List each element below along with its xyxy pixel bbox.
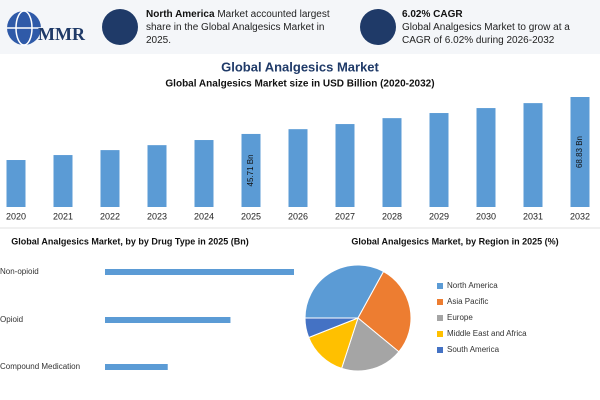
legend-swatch <box>437 299 443 305</box>
bar <box>194 140 214 207</box>
bar <box>241 133 261 207</box>
x-tick-label: 2020 <box>6 211 26 221</box>
bar <box>382 118 402 207</box>
category-label: Compound Medication <box>0 362 80 371</box>
bar <box>570 97 590 207</box>
bar <box>105 364 168 370</box>
legend-label: Middle East and Africa <box>447 329 527 338</box>
logo-text: MMR <box>38 24 85 44</box>
x-tick-label: 2030 <box>476 211 496 221</box>
bar <box>6 160 26 207</box>
chart-title: Global Analgesics Market, by by Drug Typ… <box>11 236 249 246</box>
x-tick-label: 2027 <box>335 211 355 221</box>
x-tick-label: 2025 <box>241 211 261 221</box>
info-icon <box>102 9 138 45</box>
bar <box>100 150 120 207</box>
logo-globe <box>7 10 41 46</box>
chart-title: Global Analgesics Market size in USD Bil… <box>165 79 434 90</box>
x-tick-label: 2031 <box>523 211 543 221</box>
pie-slice <box>304 317 359 339</box>
value-label: 68.83 Bn <box>575 136 584 168</box>
pie-slice <box>340 317 400 372</box>
logo: MMR <box>4 6 100 50</box>
bar <box>288 129 308 207</box>
legend-swatch <box>437 315 443 321</box>
bar <box>523 103 543 207</box>
x-tick-label: 2022 <box>100 211 120 221</box>
pie-slice <box>357 270 412 353</box>
legend-swatch <box>437 331 443 337</box>
page-title: Global Analgesics Market <box>221 59 379 74</box>
info-box: North America Market accounted largest s… <box>146 8 346 47</box>
x-tick-label: 2032 <box>570 211 590 221</box>
x-tick-label: 2023 <box>147 211 167 221</box>
pie-slice <box>304 264 385 319</box>
legend-label: Europe <box>447 313 473 322</box>
bar <box>53 155 73 207</box>
legend-swatch <box>437 283 443 289</box>
bar <box>476 108 496 207</box>
x-tick-label: 2024 <box>194 211 214 221</box>
info-bold: 6.02% CAGR <box>402 9 463 20</box>
info-box: 6.02% CAGR Global Analgesics Market to g… <box>402 8 598 47</box>
header: MMR North America Market accounted large… <box>0 0 600 54</box>
legend-swatch <box>437 347 443 353</box>
info-text: Global Analgesics Market to grow at a CA… <box>402 22 570 46</box>
value-label: 45.71 Bn <box>246 154 255 186</box>
info-text: Market accounted largest share in the Gl… <box>146 9 330 46</box>
legend-label: South America <box>447 345 500 354</box>
bar <box>105 269 294 275</box>
category-label: Opioid <box>0 315 23 324</box>
bar <box>147 145 167 207</box>
category-label: Non-opioid <box>0 267 39 276</box>
bar <box>429 113 449 207</box>
bar <box>335 124 355 207</box>
info-icon <box>360 9 396 45</box>
x-tick-label: 2021 <box>53 211 73 221</box>
x-tick-label: 2029 <box>429 211 449 221</box>
info-bold: North America <box>146 9 215 20</box>
legend-label: North America <box>447 281 498 290</box>
x-tick-label: 2026 <box>288 211 308 221</box>
chart-title: Global Analgesics Market, by Region in 2… <box>351 236 558 246</box>
legend-label: Asia Pacific <box>447 297 488 306</box>
x-tick-label: 2028 <box>382 211 402 221</box>
bar <box>105 317 231 323</box>
